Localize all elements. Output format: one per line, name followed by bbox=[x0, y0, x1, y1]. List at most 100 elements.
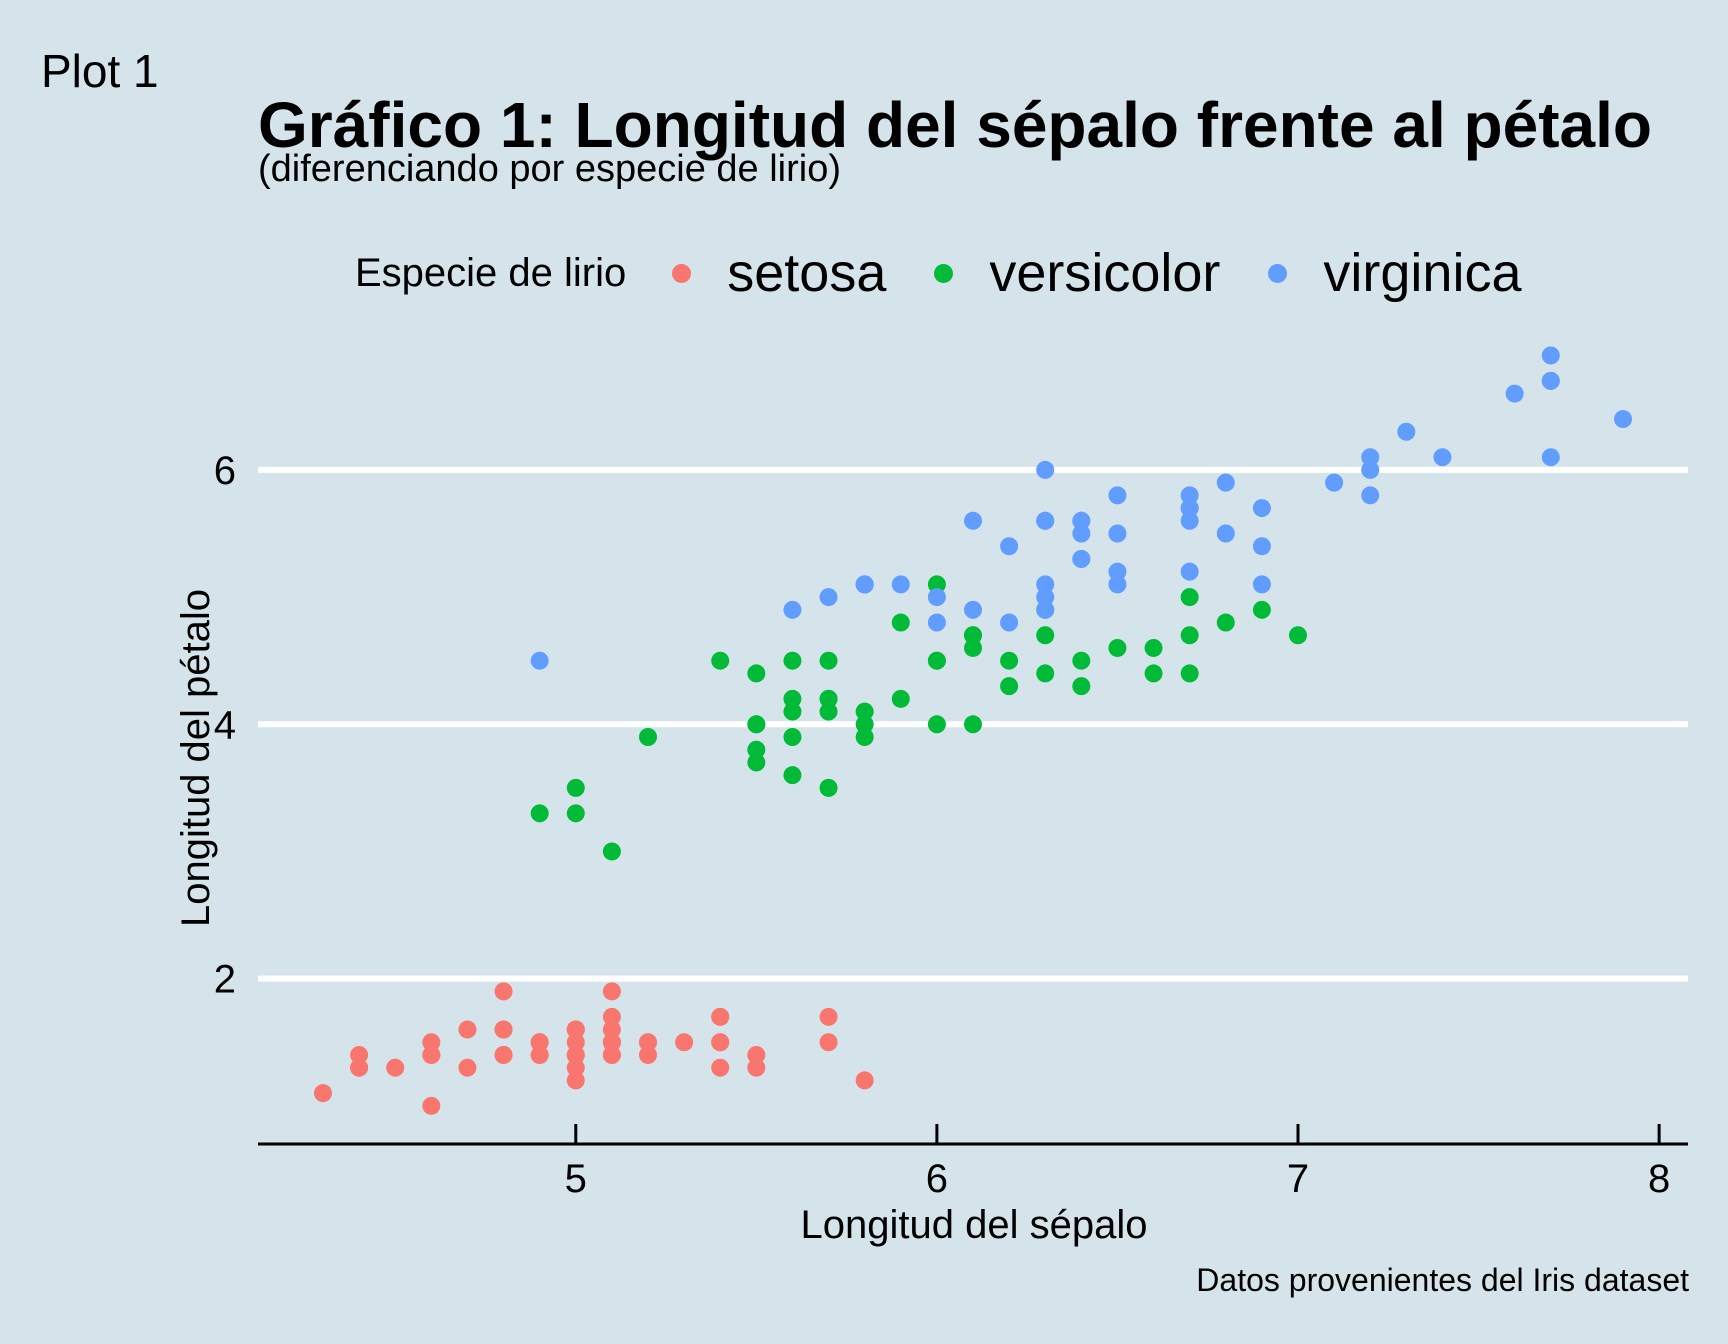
point-setosa bbox=[819, 1007, 838, 1026]
point-setosa bbox=[855, 1071, 874, 1090]
point-virginica bbox=[1180, 499, 1199, 518]
x-tick-label: 5 bbox=[565, 1157, 587, 1201]
point-setosa bbox=[675, 1033, 694, 1052]
point-virginica bbox=[1108, 575, 1127, 594]
point-setosa bbox=[350, 1045, 369, 1064]
point-virginica bbox=[1252, 575, 1271, 594]
point-setosa bbox=[494, 982, 513, 1001]
point-virginica bbox=[783, 600, 802, 619]
point-virginica bbox=[964, 511, 982, 530]
x-axis-label: Longitud del sépalo bbox=[801, 1203, 1148, 1247]
point-versicolor bbox=[747, 740, 766, 759]
point-versicolor bbox=[639, 728, 657, 746]
point-virginica bbox=[891, 575, 910, 594]
point-virginica bbox=[1541, 346, 1560, 365]
point-virginica bbox=[1614, 410, 1632, 429]
point-versicolor bbox=[1144, 638, 1163, 657]
point-virginica bbox=[1361, 460, 1380, 479]
y-tick-label: 6 bbox=[214, 449, 236, 493]
axes: 2 4 6 5 6 7 8 bbox=[214, 449, 1688, 1201]
point-setosa bbox=[711, 1007, 730, 1026]
point-setosa bbox=[639, 1033, 657, 1052]
point-virginica bbox=[1036, 588, 1055, 607]
point-setosa bbox=[530, 1033, 549, 1052]
point-setosa bbox=[747, 1058, 766, 1077]
point-versicolor bbox=[964, 715, 982, 734]
legend-label-versicolor: versicolor bbox=[989, 243, 1221, 303]
point-versicolor bbox=[783, 651, 802, 670]
point-setosa bbox=[386, 1058, 405, 1077]
point-versicolor bbox=[783, 689, 802, 708]
point-versicolor bbox=[891, 689, 910, 708]
point-versicolor bbox=[566, 804, 585, 823]
point-versicolor bbox=[1000, 651, 1019, 670]
legend-label-setosa: setosa bbox=[727, 243, 887, 303]
point-setosa bbox=[422, 1096, 441, 1115]
point-versicolor bbox=[783, 702, 802, 721]
point-versicolor bbox=[747, 715, 766, 734]
plot-tag: Plot 1 bbox=[41, 45, 159, 97]
point-setosa bbox=[350, 1058, 369, 1077]
point-virginica bbox=[1108, 486, 1127, 505]
point-versicolor bbox=[747, 664, 766, 683]
point-versicolor bbox=[1144, 664, 1163, 683]
point-virginica bbox=[1252, 537, 1271, 556]
legend: Especie de lirio setosa versicolor virgi… bbox=[355, 240, 1570, 306]
point-virginica bbox=[1433, 448, 1452, 467]
point-versicolor bbox=[891, 613, 910, 632]
point-virginica bbox=[855, 575, 874, 594]
point-versicolor bbox=[783, 766, 802, 785]
point-setosa bbox=[602, 1020, 621, 1039]
point-setosa bbox=[819, 1033, 838, 1052]
point-versicolor bbox=[855, 728, 874, 746]
point-virginica bbox=[530, 651, 549, 670]
point-virginica bbox=[1541, 371, 1560, 390]
point-virginica bbox=[1361, 448, 1380, 467]
point-setosa bbox=[494, 1045, 513, 1064]
point-setosa bbox=[566, 1020, 585, 1039]
point-versicolor bbox=[1108, 638, 1127, 657]
point-versicolor bbox=[1180, 664, 1199, 683]
legend-item-virginica: virginica bbox=[1268, 242, 1522, 304]
point-virginica bbox=[1361, 486, 1380, 505]
point-setosa bbox=[566, 1033, 585, 1052]
y-tick-label: 4 bbox=[214, 703, 236, 747]
point-virginica bbox=[927, 613, 946, 632]
point-versicolor bbox=[855, 702, 874, 721]
point-versicolor bbox=[1289, 626, 1307, 645]
point-setosa bbox=[422, 1033, 441, 1052]
point-versicolor bbox=[855, 715, 874, 734]
point-versicolor bbox=[927, 651, 946, 670]
point-virginica bbox=[1216, 473, 1235, 492]
point-setosa bbox=[494, 1020, 513, 1039]
legend-key-versicolor bbox=[934, 263, 954, 283]
point-setosa bbox=[602, 1045, 621, 1064]
y-axis-label: Longitud del pétalo bbox=[174, 589, 218, 927]
chart-subtitle: (diferenciando por especie de lirio) bbox=[258, 148, 841, 190]
chart-caption: Datos provenientes del Iris dataset bbox=[1196, 1262, 1689, 1298]
point-virginica bbox=[1505, 384, 1524, 403]
point-setosa bbox=[711, 1058, 730, 1077]
point-versicolor bbox=[1180, 626, 1199, 645]
point-versicolor bbox=[530, 804, 549, 823]
point-versicolor bbox=[1036, 626, 1055, 645]
point-versicolor bbox=[964, 638, 982, 657]
point-versicolor bbox=[1252, 600, 1271, 619]
x-tick-label: 7 bbox=[1287, 1157, 1309, 1201]
point-setosa bbox=[602, 1007, 621, 1026]
point-versicolor bbox=[566, 778, 585, 797]
point-setosa bbox=[602, 1033, 621, 1052]
chart-title: Gráfico 1: Longitud del sépalo frente al… bbox=[258, 89, 1652, 161]
point-versicolor bbox=[747, 753, 766, 772]
point-versicolor bbox=[711, 651, 730, 670]
point-versicolor bbox=[1000, 677, 1019, 696]
point-virginica bbox=[1180, 511, 1199, 530]
legend-key-setosa bbox=[672, 263, 692, 283]
point-setosa bbox=[639, 1045, 657, 1064]
y-tick-label: 2 bbox=[214, 958, 236, 1002]
point-setosa bbox=[458, 1058, 477, 1077]
point-virginica bbox=[1036, 511, 1055, 530]
point-virginica bbox=[1000, 537, 1019, 556]
point-setosa bbox=[711, 1033, 730, 1052]
